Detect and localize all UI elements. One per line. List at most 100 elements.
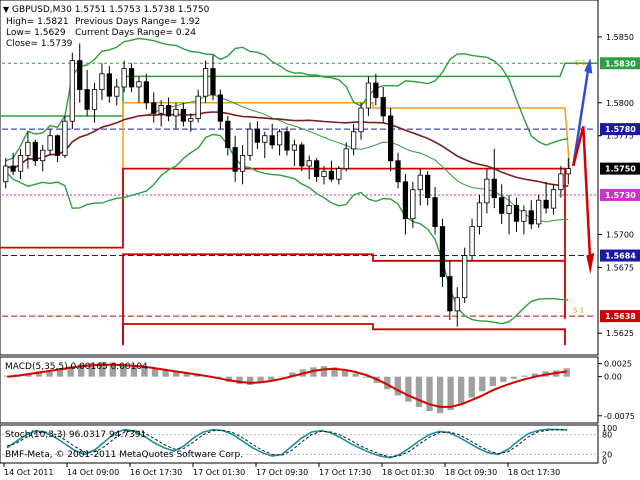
- macd-histogram-bar: [426, 376, 433, 412]
- candle: [528, 200, 534, 230]
- bear-candle-body: [543, 199, 549, 209]
- bull-candle-body: [3, 165, 9, 183]
- macd-histogram-bar: [458, 376, 465, 404]
- macd-histogram-bar: [162, 370, 169, 377]
- candle: [3, 158, 9, 189]
- pivot-step-line: [122, 323, 566, 346]
- candle: [306, 155, 312, 180]
- macd-tick-label: -0.0075: [604, 412, 635, 421]
- candle: [550, 184, 557, 215]
- bull-candle-body: [17, 155, 24, 172]
- macd-histogram-bar: [289, 372, 296, 377]
- macd-histogram-bar: [320, 366, 328, 377]
- current-range: Current Days Range= 0.24: [75, 28, 196, 38]
- macd-tick-label: 0.00: [604, 373, 622, 382]
- macd-histogram-bar: [78, 364, 85, 377]
- price-level-badge: [600, 188, 640, 201]
- stoch-tick-label: 100: [602, 424, 617, 433]
- bear-candle-body: [425, 174, 431, 198]
- macd-histogram-bar: [436, 376, 444, 414]
- price-tick-label: 1.5800: [606, 99, 634, 108]
- price-level-lines: S 1 S 1: [0, 59, 598, 346]
- time-tick-label: 16 Oct 17:30: [130, 468, 182, 477]
- high-value: High= 1.5821: [6, 17, 69, 27]
- bear-candle-body: [528, 210, 534, 225]
- bear-candle-body: [447, 276, 453, 312]
- price-level-badge: [600, 162, 640, 175]
- macd-histogram-bar: [489, 376, 496, 387]
- candle: [410, 181, 416, 228]
- candle: [358, 102, 364, 140]
- macd-histogram-bar: [46, 370, 53, 377]
- candle: [165, 97, 172, 122]
- stoch-tick-label: 20: [602, 450, 612, 459]
- chart-symbol-triangle-icon: ▼: [3, 5, 10, 14]
- macd-histogram-bar: [510, 376, 518, 379]
- candle: [299, 142, 305, 172]
- macd-histogram-bar: [415, 376, 423, 407]
- bear-candle-body: [232, 147, 238, 172]
- bear-candle-body: [84, 89, 90, 110]
- price-level-badge-label: 1.5638: [605, 312, 636, 321]
- candle: [239, 144, 246, 185]
- candle: [69, 52, 75, 130]
- candle: [484, 168, 490, 214]
- candle: [417, 168, 423, 206]
- main-price-panel[interactable]: [0, 0, 599, 356]
- bull-candle-body: [121, 68, 127, 88]
- price-level-badge-label: 1.5780: [605, 125, 636, 134]
- candle: [217, 89, 223, 130]
- bull-candle-body: [62, 120, 68, 156]
- macd-histogram-bar: [35, 371, 43, 377]
- candle: [447, 260, 453, 321]
- price-level-badge: [600, 123, 640, 136]
- bull-candle-body: [47, 135, 53, 151]
- chart-info-header: ▼ GBPUSD,M30 1.5751 1.5753 1.5738 1.5750…: [3, 5, 210, 49]
- candle: [54, 134, 61, 163]
- candle: [380, 86, 386, 123]
- macd-histogram-bar: [521, 375, 528, 377]
- bear-candle-body: [151, 102, 157, 114]
- upper-band-line: [5, 37, 569, 162]
- bull-candle-body: [291, 144, 298, 151]
- pivot-step-line: [0, 62, 598, 117]
- candle: [365, 76, 372, 116]
- macd-histogram-bar: [151, 368, 159, 377]
- macd-histogram-bar: [278, 376, 285, 378]
- candle: [469, 218, 475, 261]
- candle: [40, 144, 46, 172]
- bull-candle-body: [262, 135, 268, 143]
- candle: [439, 218, 446, 288]
- macd-histogram-bar: [88, 363, 95, 377]
- down-arrow-shaft: [572, 126, 592, 264]
- candle: [202, 60, 209, 103]
- bull-candle-body: [239, 155, 246, 172]
- candle: [210, 55, 216, 101]
- candle: [395, 152, 401, 189]
- candle: [32, 139, 38, 166]
- bull-candle-body: [40, 149, 46, 162]
- price-tick-label: 1.5625: [606, 329, 634, 338]
- macd-histogram-bar: [246, 376, 254, 386]
- macd-histogram-bar: [268, 376, 275, 380]
- bear-candle-body: [217, 94, 223, 122]
- moving-average-line: [5, 111, 569, 187]
- level-tag: S 1: [573, 306, 584, 314]
- price-level-badge: [600, 249, 640, 262]
- bull-candle-body: [114, 86, 120, 97]
- time-tick-label: 18 Oct 01:30: [382, 468, 434, 477]
- macd-histogram-bar: [99, 362, 106, 377]
- bull-candle-body: [410, 189, 416, 220]
- candle: [276, 129, 283, 156]
- symbol-line: GBPUSD,M30 1.5751 1.5753 1.5738 1.5750: [12, 5, 210, 15]
- candle: [291, 139, 298, 166]
- candle: [536, 194, 542, 228]
- price-tick-label: 1.5775: [606, 132, 634, 141]
- pivot-step-line: [122, 253, 565, 346]
- stoch-signal-line: [6, 429, 568, 458]
- candle: [513, 197, 520, 232]
- bull-candle-body: [462, 255, 468, 299]
- down-arrow-head-icon: [586, 252, 595, 274]
- macd-histogram-bar: [384, 376, 391, 390]
